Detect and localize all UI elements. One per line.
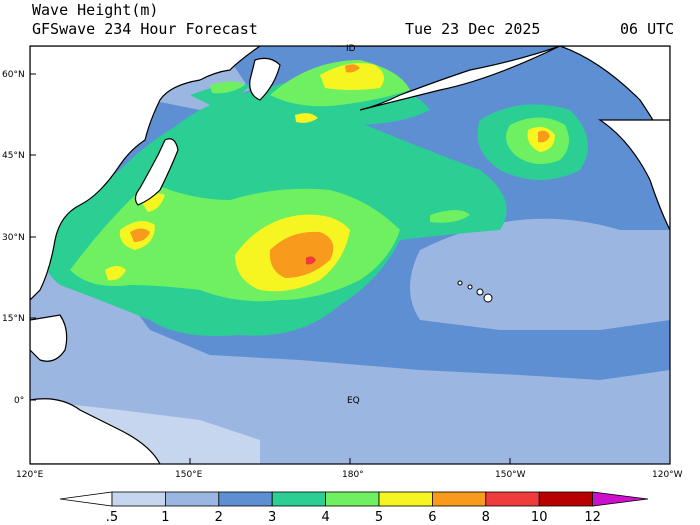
colorbar-label: 12 [584, 510, 601, 525]
colorbar-arrow-low [59, 491, 113, 507]
lon-label-150w: 150°W [495, 470, 526, 480]
land-japan [134, 138, 179, 206]
colorbar-label: 10 [531, 510, 548, 525]
lon-label-150e: 150°E [175, 470, 203, 480]
colorbar: .5 1 2 3 4 5 6 8 10 12 [59, 491, 649, 525]
colorbar-label: 3 [268, 510, 276, 525]
colorbar-label: 5 [375, 510, 383, 525]
colorbar-label: .5 [106, 510, 118, 525]
lon-label-120w: 120°W [652, 470, 683, 480]
land [30, 46, 670, 464]
band-4-5m-okhotsk [210, 81, 245, 94]
lat-label-60n: 60°N [2, 70, 25, 80]
colorbar-segment [325, 491, 380, 507]
land-north-america [598, 119, 670, 231]
colorbar-segment [271, 491, 327, 507]
land-philippines [30, 314, 68, 362]
band-4-5m-east [430, 210, 470, 223]
map-subtitle: GFSwave 234 Hour Forecast [32, 20, 258, 38]
band-6-8m-west [130, 228, 150, 242]
band-1-2m-south [30, 240, 670, 464]
band-1-2m-east [410, 218, 670, 330]
lon-label-180: 180° [342, 470, 364, 480]
forecast-date: Tue 23 Dec 2025 [405, 20, 541, 38]
colorbar-segment [485, 491, 540, 507]
colorbar-segment [218, 491, 273, 507]
map-title: Wave Height(m) [32, 1, 159, 19]
land-indonesia [30, 398, 161, 464]
colorbar-segment [378, 491, 433, 507]
colorbar-segment [538, 491, 594, 507]
forecast-time: 06 UTC [620, 20, 675, 38]
band-5-6m-southwest [105, 266, 126, 281]
colorbar-segment [164, 491, 220, 507]
colorbar-segment [431, 491, 487, 507]
band-8-10m-peak [306, 256, 316, 265]
land-aleutian-arc [359, 46, 561, 111]
lat-ticks [30, 73, 36, 401]
colorbar-label: 6 [428, 510, 436, 525]
lon-label-120e: 120°E [16, 470, 44, 480]
colorbar-arrow-high [592, 491, 649, 507]
colorbar-label: 4 [321, 510, 329, 525]
dateline-label: ID [346, 44, 356, 54]
colorbar-label: 2 [215, 510, 223, 525]
lat-label-45n: 45°N [2, 151, 25, 161]
colorbar-label: 8 [482, 510, 490, 525]
band-6-8m-central [269, 231, 334, 278]
land-kamchatka [249, 57, 281, 101]
band-5-6m-bering [320, 62, 384, 90]
colorbar-label: 1 [161, 510, 169, 525]
lat-label-30n: 30°N [2, 233, 25, 243]
lat-label-0: 0° [14, 396, 24, 406]
lat-label-15n: 15°N [2, 314, 25, 324]
wave-field [30, 46, 670, 464]
equator-label: EQ [347, 396, 360, 406]
colorbar-segment [111, 491, 166, 507]
band-6-8m-gulf [538, 130, 550, 143]
lon-ticks [189, 458, 511, 464]
band-5-6m-aleutian [295, 113, 318, 123]
land-asia [30, 46, 262, 301]
land-hawaii [457, 280, 493, 303]
band-6-8m-bering [345, 64, 360, 73]
